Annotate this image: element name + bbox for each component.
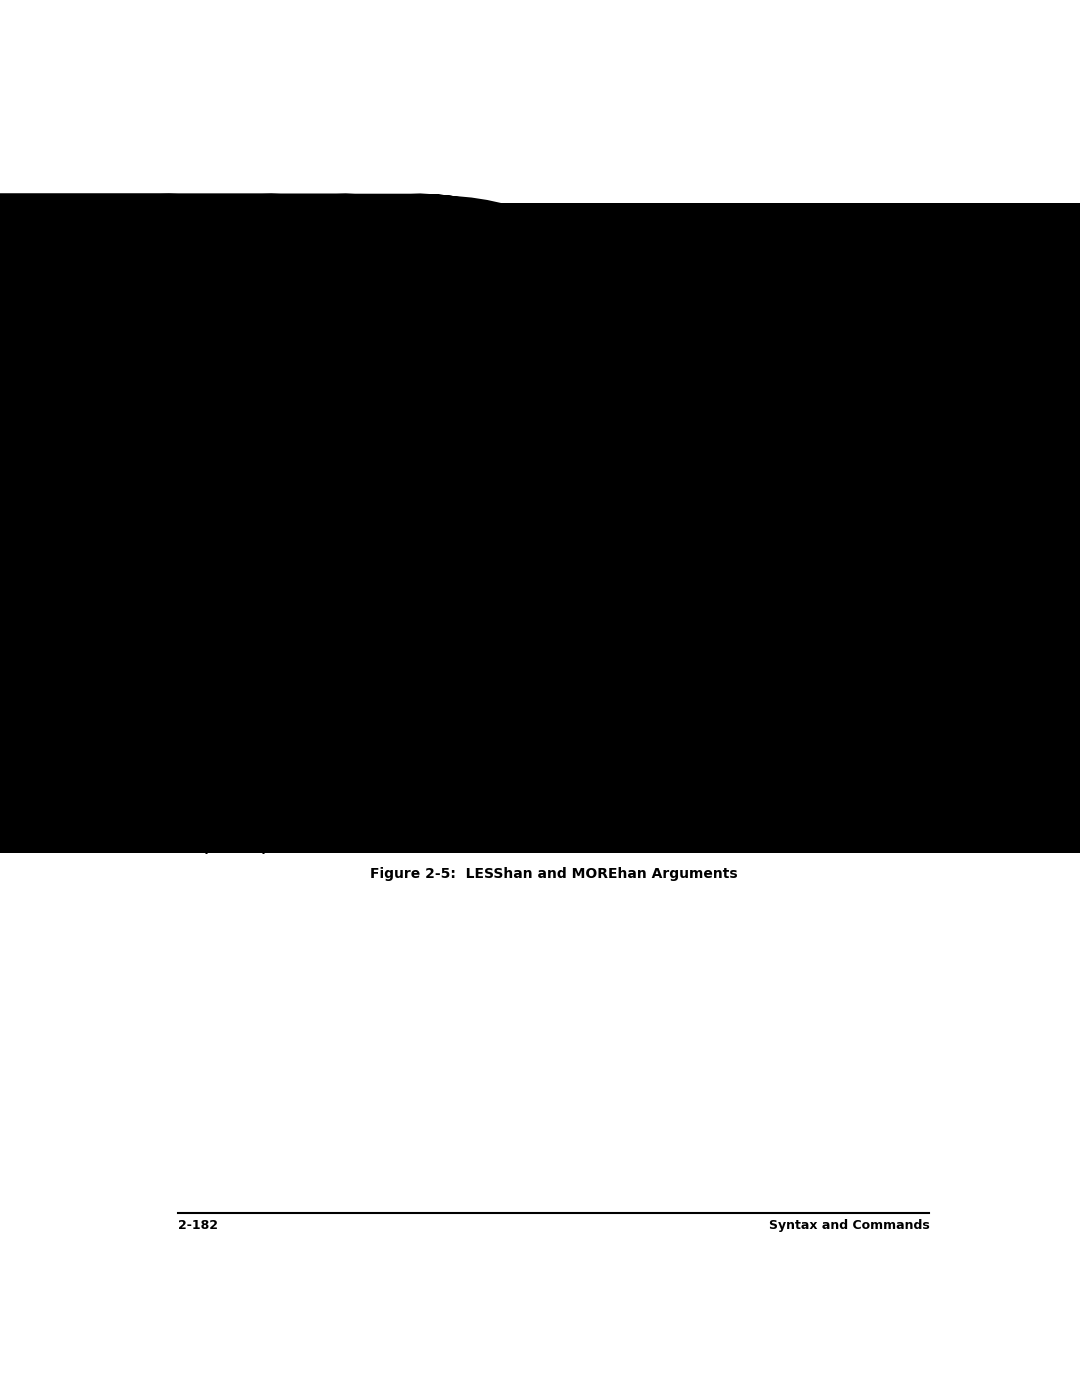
FancyBboxPatch shape (474, 443, 537, 462)
Text: :: : (257, 429, 264, 439)
Ellipse shape (247, 490, 262, 510)
Text: FALSe: FALSe (364, 601, 401, 613)
Text: TRIGger:MAIn:LOGIc:PAT-: TRIGger:MAIn:LOGIc:PAT- (364, 712, 536, 726)
Text: 2-182: 2-182 (177, 1218, 218, 1232)
Text: MAIn: MAIn (288, 429, 313, 439)
Text: than the more limit. (see Figure 2-5 and: than the more limit. (see Figure 2-5 and (364, 701, 618, 714)
FancyBboxPatch shape (474, 462, 537, 482)
Text: TRIGger:MAIn:LOGIc:PATtern:WHEn { TRUe | FALSe | LESShan: TRIGger:MAIn:LOGIc:PATtern:WHEn { TRUe |… (364, 359, 762, 372)
FancyBboxPatch shape (474, 481, 537, 502)
Text: TDS 520/540/620/640 Only: TDS 520/540/620/640 Only (191, 258, 459, 277)
FancyBboxPatch shape (353, 422, 397, 444)
Text: TRUe: TRUe (492, 447, 518, 458)
Text: TRUe: TRUe (364, 576, 393, 588)
Text: <Space>: <Space> (355, 496, 399, 506)
FancyBboxPatch shape (343, 489, 410, 511)
Text: specifies the trigger to occur when the pattern becomes true.: specifies the trigger to occur when the … (391, 576, 786, 588)
Text: | MOREThan }: | MOREThan } (364, 376, 477, 388)
Text: LOGIc: LOGIc (360, 429, 391, 439)
Text: ) Trigger is evaluated at the true–false transition.: ) Trigger is evaluated at the true–false… (485, 725, 792, 738)
Text: specifies trigger to occur if the specific pattern is true less than: specifies trigger to occur if the specif… (405, 630, 808, 643)
Text: MOREThan: MOREThan (481, 506, 530, 515)
FancyBboxPatch shape (427, 422, 485, 444)
Text: Specified pattern result: Specified pattern result (197, 841, 355, 855)
Text: $t_0$: $t_0$ (430, 778, 442, 792)
Text: ) Trigger is evaluated at the true–false transition.: ) Trigger is evaluated at the true–false… (485, 665, 792, 678)
Ellipse shape (327, 425, 342, 443)
Text: :: : (252, 496, 258, 506)
Text: WHEn: WHEn (292, 496, 316, 506)
Text: MOREThan: MOREThan (364, 690, 423, 703)
Text: Syntax:: Syntax: (301, 359, 359, 372)
Text: LESShan: LESShan (364, 630, 416, 643)
Text: :: : (332, 429, 338, 439)
Text: Group:: Group: (313, 323, 364, 337)
Text: Command Descriptions: Command Descriptions (191, 208, 335, 218)
Text: specifies the trigger to occur when the pattern becomes false.: specifies the trigger to occur when the … (396, 601, 796, 613)
Text: tern:WHEn:MORELimit: tern:WHEn:MORELimit (364, 725, 507, 738)
Text: the LESSLimit. (see Figure 2-5 and: the LESSLimit. (see Figure 2-5 and (364, 643, 583, 655)
Text: LESShan: LESShan (484, 486, 527, 496)
Text: FALSe: FALSe (490, 467, 521, 476)
Text: specifies trigger to occur if the specific pattern is true longer: specifies trigger to occur if the specif… (410, 690, 800, 703)
Ellipse shape (402, 425, 417, 443)
Ellipse shape (253, 425, 268, 443)
Text: :: : (406, 429, 413, 439)
Text: MORELimit: MORELimit (501, 778, 578, 791)
FancyBboxPatch shape (192, 422, 252, 444)
Text: TRIGger: TRIGger (200, 429, 244, 439)
Text: TRIGger:MAIn: LOGIc: PATtern: WHEn?: TRIGger:MAIn: LOGIc: PATtern: WHEn? (364, 402, 613, 415)
Text: Sets or queries a condition for generating a main logic pattern trigger.: Sets or queries a condition for generati… (364, 289, 834, 302)
FancyBboxPatch shape (279, 422, 323, 444)
Text: tern:WHEn:LESSLimit: tern:WHEn:LESSLimit (364, 665, 507, 678)
Text: ?: ? (527, 522, 534, 534)
Text: Figure 2-5:  LESShan and MOREhan Arguments: Figure 2-5: LESShan and MOREhan Argument… (369, 866, 738, 880)
Ellipse shape (521, 518, 540, 538)
Text: PATtern: PATtern (434, 429, 477, 439)
FancyBboxPatch shape (276, 489, 332, 511)
Text: TRIGger:MAIn:LOGIc:PAT-: TRIGger:MAIn:LOGIc:PAT- (364, 654, 536, 666)
Text: TRIGger:MAIn:LOGIc:PATtern:WHEn: TRIGger:MAIn:LOGIc:PATtern:WHEn (191, 236, 689, 260)
FancyBboxPatch shape (474, 500, 537, 520)
Text: Syntax and Commands: Syntax and Commands (769, 1218, 930, 1232)
Text: Arguments:: Arguments: (287, 576, 374, 588)
Text: LESSLimit: LESSLimit (666, 778, 735, 791)
Text: Trigger: Trigger (364, 323, 409, 337)
